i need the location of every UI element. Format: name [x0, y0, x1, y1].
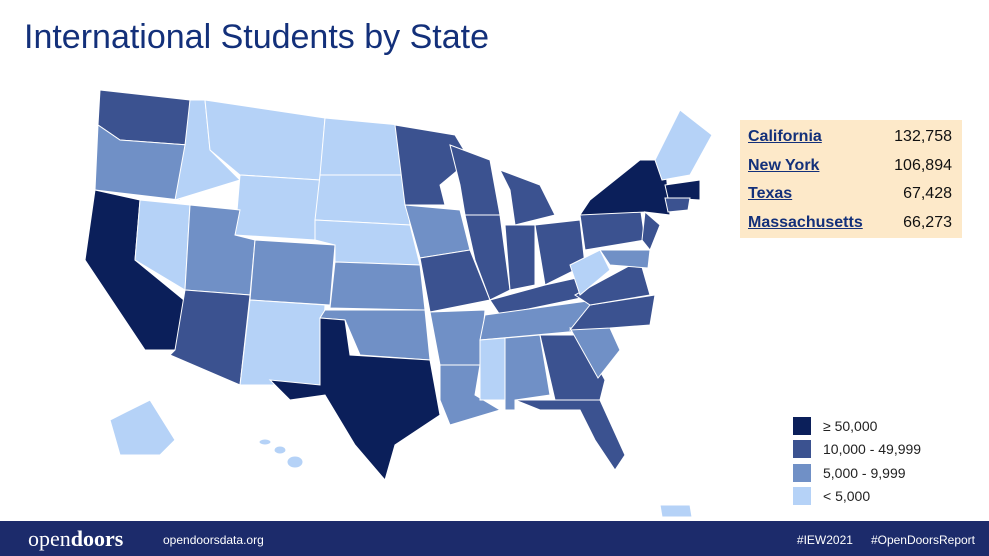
- state-link[interactable]: New York: [748, 156, 820, 174]
- table-row: Texas 67,428: [748, 185, 952, 203]
- brand-bold: doors: [70, 526, 124, 551]
- legend-swatch: [793, 487, 811, 506]
- legend-label: 10,000 - 49,999: [823, 441, 922, 458]
- legend: ≥ 50,000 10,000 - 49,999 5,000 - 9,999 < 5,…: [793, 414, 921, 508]
- us-map: [84, 89, 713, 518]
- title: International Students by State: [24, 18, 489, 56]
- legend-label: < 5,000: [823, 488, 871, 505]
- legend-swatch: [793, 416, 811, 435]
- hashtags: #IEW2021 #OpenDoorsReport: [779, 533, 975, 547]
- table-row: California 132,758: [748, 128, 952, 146]
- legend-swatch: [793, 463, 811, 482]
- hashtag: #IEW2021: [796, 533, 853, 547]
- brand: opendoors: [28, 526, 123, 552]
- state-link[interactable]: Texas: [748, 185, 793, 203]
- hashtag: #OpenDoorsReport: [870, 533, 975, 547]
- student-count: 66,273: [903, 214, 952, 232]
- brand-light: open: [28, 526, 71, 551]
- student-count: 67,428: [903, 185, 952, 203]
- state-link[interactable]: Massachusetts: [748, 214, 863, 232]
- website: opendoorsdata.org: [163, 533, 264, 547]
- legend-item: 10,000 - 49,999: [793, 438, 921, 462]
- state-link[interactable]: California: [748, 128, 822, 145]
- table-row: New York 106,894: [748, 157, 952, 175]
- legend-label: ≥ 50,000: [823, 417, 878, 434]
- student-count: 132,758: [894, 128, 952, 145]
- legend-item: ≥ 50,000: [793, 414, 921, 438]
- top-states-table: California 132,758 New York 106,894 Texas 67,…: [740, 120, 962, 238]
- table-row: Massachusetts 66,273: [748, 214, 952, 232]
- legend-swatch: [793, 440, 811, 459]
- legend-label: 5,000 - 9,999: [823, 464, 906, 481]
- footer: opendoors opendoorsdata.org #IEW2021 #Ope…: [0, 521, 989, 556]
- legend-item: < 5,000: [793, 485, 921, 509]
- legend-item: 5,000 - 9,999: [793, 461, 921, 485]
- student-count: 106,894: [894, 156, 952, 174]
